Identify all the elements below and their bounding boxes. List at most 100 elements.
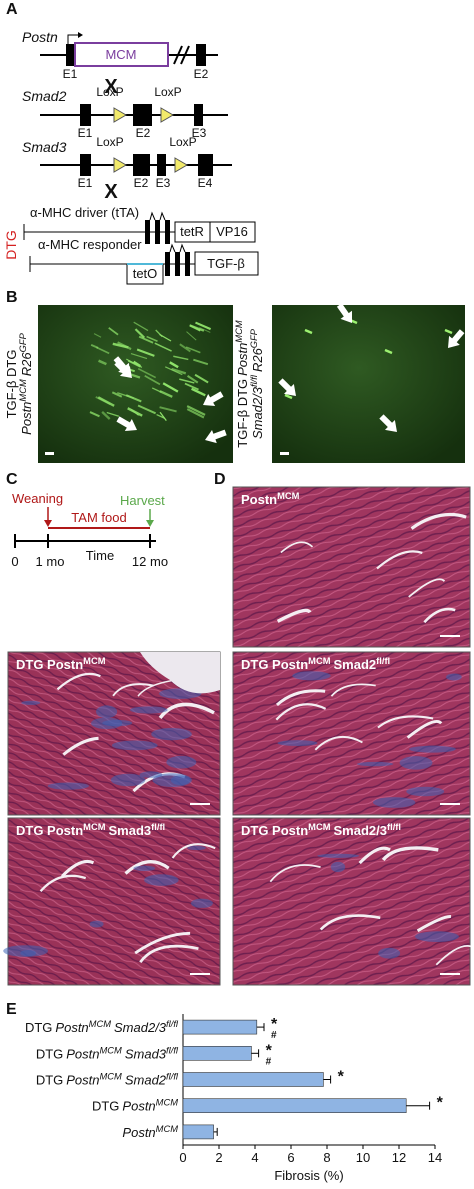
text-part: MCM [156, 1098, 179, 1108]
shape [175, 252, 180, 276]
gfp-signal [186, 331, 197, 341]
text-part: Postn [66, 1073, 99, 1088]
gfp-signal [130, 352, 148, 360]
bar [182, 1124, 214, 1140]
gfp-signal [444, 328, 453, 335]
gfp-signal [101, 411, 111, 420]
text-part: GFP [18, 332, 28, 352]
fibrosis-stain [414, 931, 459, 942]
tissue-gap [416, 915, 452, 933]
tissue-gap [314, 735, 363, 751]
gfp-signal [136, 348, 155, 357]
shape [165, 220, 170, 244]
label: E [6, 1001, 17, 1018]
text-part: DTG [36, 1046, 63, 1061]
tissue-gap [39, 874, 87, 893]
text-part: GFP [249, 328, 259, 348]
bar [182, 1072, 324, 1087]
significance-mark: # [271, 1030, 277, 1041]
image-title: DTG PostnMCM Smad2fl/fl [241, 656, 390, 672]
text-part: DTG Postn [16, 823, 83, 838]
scale-bar [440, 635, 460, 637]
shape [209, 221, 256, 243]
y-tick-label: PostnMCM [122, 1124, 178, 1140]
text-part: fl/fl [376, 656, 390, 666]
tissue-gap [134, 931, 191, 955]
fibrosis-stain [372, 797, 416, 808]
label: E2 [136, 126, 151, 140]
arrow [278, 378, 296, 396]
gfp-signal [384, 348, 393, 355]
text-part: MCM [89, 1019, 112, 1029]
tissue-gap [280, 541, 314, 554]
gfp-signal [137, 368, 157, 379]
shape [194, 251, 259, 276]
gfp-signal [159, 411, 167, 421]
gfp-signal [155, 329, 163, 338]
gfp-signal [154, 342, 172, 352]
shape [272, 305, 465, 463]
tissue-gap [171, 843, 216, 859]
label: B [6, 289, 18, 306]
shape [80, 154, 91, 176]
tissue-gap [376, 550, 423, 570]
gfp-signal [144, 374, 161, 386]
tissue-gap [56, 672, 101, 691]
bar [182, 1098, 407, 1113]
gfp-signal [97, 396, 115, 407]
shape [74, 42, 169, 67]
text-part: Postn [122, 1099, 155, 1114]
text-part: Postn [235, 343, 250, 376]
label: Fibrosis (%) [274, 1168, 343, 1183]
text-part: DTG Postn [241, 823, 308, 838]
text-part: R26 [250, 347, 265, 372]
error-bar [251, 1049, 260, 1058]
x-tick-label: 10 [356, 1150, 370, 1165]
text-part: Smad2/3 [250, 386, 265, 439]
text-part: fl/fl [166, 1045, 179, 1055]
tissue-gap [381, 846, 439, 862]
fibrosis-stain [356, 761, 394, 767]
text-part: Postn [55, 1020, 88, 1035]
fibrosis-stain [130, 706, 168, 714]
histology-image [232, 817, 471, 986]
fibrosis-stain [406, 786, 445, 797]
label: LoxP [169, 135, 196, 149]
gfp-signal [117, 392, 135, 399]
image-title: PostnMCM [241, 491, 300, 507]
fibrosis-stain [292, 671, 331, 681]
shape [66, 44, 75, 66]
text-part: Postn [19, 402, 34, 435]
image-label: PostnMCM R26GFP [18, 332, 34, 434]
label: α-MHC responder [38, 237, 142, 252]
tissue-gap [275, 703, 327, 721]
gfp-signal [89, 411, 100, 418]
gfp-signal [179, 343, 191, 353]
gfp-signal [184, 382, 199, 391]
significance-mark: * [437, 1095, 444, 1112]
gfp-signal [127, 407, 143, 417]
scale-bar [45, 452, 54, 455]
shape [44, 520, 52, 527]
text-part: MCM [308, 656, 331, 666]
fibrosis-stain [111, 740, 158, 751]
arrow [113, 356, 130, 375]
gfp-signal [284, 393, 293, 400]
panel-a: A Postn MCM E1 E2 X Smad2 LoxP LoxP E1 E… [3, 1, 259, 285]
text-part: Smad3 [125, 1046, 167, 1061]
label: E3 [192, 126, 207, 140]
tissue-gap [140, 652, 220, 694]
image-label: TGF-β DTG [4, 350, 19, 419]
gfp-signal [186, 405, 206, 416]
error-bar [256, 1023, 265, 1032]
label: X [104, 76, 118, 98]
fibrosis-stain [102, 719, 133, 727]
shape [133, 154, 150, 176]
image-title: DTG PostnMCM Smad3fl/fl [16, 822, 165, 838]
fibrosis-stain [277, 740, 318, 747]
fibrosis-stain [21, 700, 41, 705]
tissue-gap [139, 944, 199, 964]
